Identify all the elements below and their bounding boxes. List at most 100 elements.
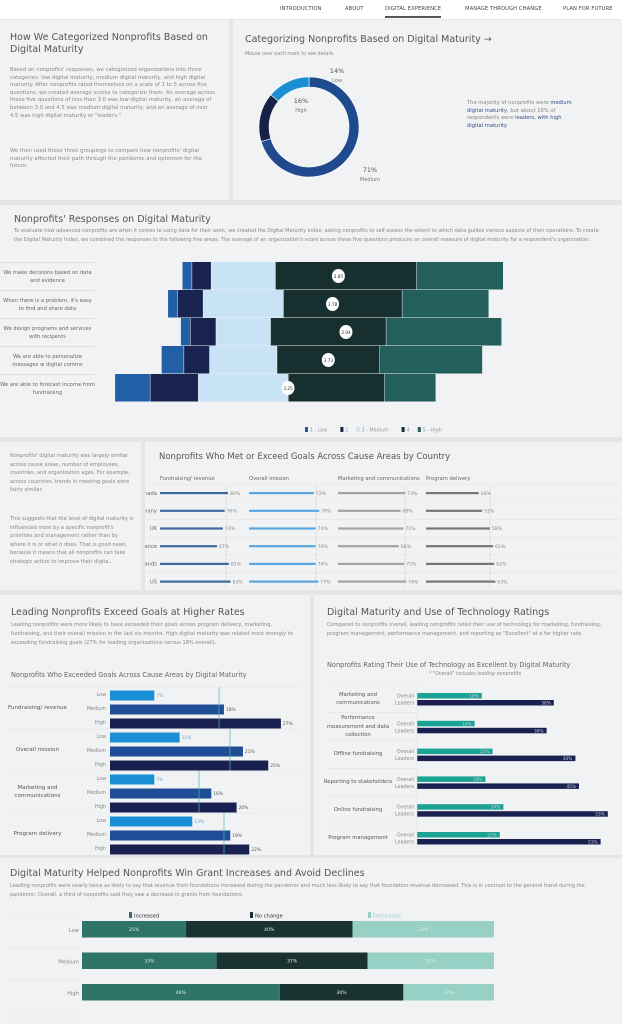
nav-plan-for-future[interactable]: PLAN FOR FUTURE: [563, 6, 613, 12]
country-title: Nonprofits Who Met or Exceed Goals Acros…: [159, 452, 451, 462]
tech-bar: [417, 727, 547, 734]
grant-segment: [82, 921, 187, 938]
exceeded-bar: [110, 788, 212, 799]
note-text: , but about 16% of respondents were: [467, 107, 556, 122]
intro-panel: How We Categorized Nonprofits Based on D…: [0, 20, 229, 200]
level-label: High: [95, 846, 106, 852]
group-label-container: Marketing and communications: [336, 691, 380, 707]
exceeded-value: 16%: [213, 791, 223, 797]
donut-slice-high[interactable]: [258, 94, 279, 142]
grant-value: 48%: [176, 990, 187, 996]
response-segment: [198, 374, 288, 402]
series-label: Leaders: [395, 784, 414, 790]
donut-slice-low[interactable]: [270, 76, 310, 102]
exceeded-bar: [110, 816, 193, 827]
country-bar: [426, 580, 496, 583]
tech-value: 21%: [480, 749, 490, 755]
tech-value: 16%: [462, 721, 472, 727]
response-segment: [192, 262, 211, 290]
nav-introduction[interactable]: INTRODUCTION: [280, 6, 322, 12]
country-value: 74%: [318, 526, 329, 532]
row-label: We are able to personalize messages w di…: [0, 346, 95, 374]
donut-title[interactable]: Categorizing Nonprofits Based on Digital…: [245, 34, 492, 45]
response-segment: [190, 318, 216, 346]
nav-digital-experience[interactable]: DIGITAL EXPERIENCE: [385, 6, 442, 18]
country-value: 63%: [497, 579, 508, 585]
tech-title: Digital Maturity and Use of Technology R…: [327, 607, 550, 618]
note-text: The majority of nonprofits were: [467, 100, 551, 106]
score-marker: [326, 297, 340, 311]
grant-value: 34%: [418, 927, 429, 933]
tech-panel: Digital Maturity and Use of Technology R…: [314, 595, 622, 855]
donut-panel: Categorizing Nonprofits Based on Digital…: [233, 20, 622, 200]
donut-chart[interactable]: 71% Medium 16% High 14% Low: [233, 20, 622, 200]
grants-title: Digital Maturity Helped Nonprofits Win G…: [10, 868, 365, 879]
legend-swatch: [250, 912, 253, 918]
row-label-container: We are able to personalize messages w di…: [0, 346, 95, 374]
response-segment: [180, 318, 191, 346]
series-label: Overall: [397, 805, 414, 811]
legend-swatch: [305, 427, 308, 432]
responses-panel: Nonprofits' Responses on Digital Maturit…: [0, 205, 622, 437]
response-segment: [115, 374, 150, 402]
country-chart: Fundraising/ revenue Overall mission Marke…: [145, 476, 622, 588]
country-bar: [338, 580, 407, 583]
country-value: 77%: [320, 579, 331, 585]
grant-value: 25%: [129, 927, 140, 933]
group-label: Marketing and communications: [14, 785, 61, 799]
country-note-1: Nonprofits' digital maturity was largely…: [10, 453, 130, 493]
level-label: Low: [97, 776, 107, 782]
country-bar: [249, 492, 314, 495]
row-label-container: We make decisions based on data and evid…: [0, 262, 95, 290]
country-value: 72%: [316, 491, 327, 497]
row-label: We are able to forecast income from fund…: [0, 374, 95, 402]
legend-label: Decreased: [373, 914, 401, 920]
response-segment: [177, 290, 203, 318]
country-bar: [426, 509, 483, 512]
response-segment: [211, 262, 276, 290]
country-value: 58%: [492, 526, 503, 532]
tech-rating-chart: Marketing and communications Overall 18% Le…: [324, 684, 608, 853]
grant-segment: [352, 921, 494, 938]
row-label: We make decisions based on data and evid…: [0, 262, 95, 290]
tech-bar: [417, 755, 576, 762]
country-bar: [249, 562, 316, 565]
country-bar: [426, 545, 494, 548]
group-label-container: Marketing and communications: [14, 785, 61, 799]
donut-note: The majority of nonprofits were medium d…: [467, 100, 577, 130]
group-label: Marketing and communications: [336, 691, 380, 707]
country-value: 72%: [406, 562, 417, 568]
tech-value: 38%: [541, 701, 551, 707]
country-bar: [338, 509, 401, 512]
exceeded-value: 20%: [239, 805, 249, 811]
tech-value: 23%: [487, 833, 497, 839]
leading-chart-title: Nonprofits Who Exceeded Goals Across Cau…: [11, 671, 247, 679]
score-label: 3.73: [324, 358, 334, 364]
tech-chart-title: Nonprofits Rating Their Use of Technolog…: [327, 661, 571, 669]
level-label: Low: [97, 692, 107, 698]
tech-bar: [417, 776, 486, 782]
level-label: Medium: [87, 706, 107, 712]
country-value: 48%: [481, 491, 492, 497]
intro-title: How We Categorized Nonprofits Based on D…: [10, 32, 208, 55]
exceeded-goals-chart: Fundraising/ revenue Low 7% Medium 18% High 27…: [8, 686, 300, 855]
group-label-container: Performance measurement and data collect…: [327, 715, 389, 738]
country-label: US: [150, 579, 157, 585]
grant-segment: [82, 952, 217, 969]
category-label: Low: [69, 928, 80, 934]
donut-value-label: 14%: [330, 67, 344, 75]
category-label: High: [67, 991, 79, 997]
exceeded-bar: [110, 844, 250, 855]
column-header: Overall mission: [249, 476, 289, 482]
level-label: Medium: [87, 748, 107, 754]
nav-about[interactable]: ABOUT: [345, 6, 364, 12]
nav-manage-through-change[interactable]: MANAGE THROUGH CHANGE: [465, 6, 542, 12]
note-text: .: [506, 122, 508, 129]
exceeded-value: 18%: [226, 707, 236, 713]
country-value: 62%: [496, 562, 507, 568]
column-header: Program delivery: [426, 476, 470, 482]
leading-title: Leading Nonprofits Exceed Goals at Highe…: [11, 607, 245, 618]
response-segment: [161, 346, 184, 374]
tech-value: 18%: [469, 694, 479, 700]
grant-value: 31%: [426, 959, 437, 965]
